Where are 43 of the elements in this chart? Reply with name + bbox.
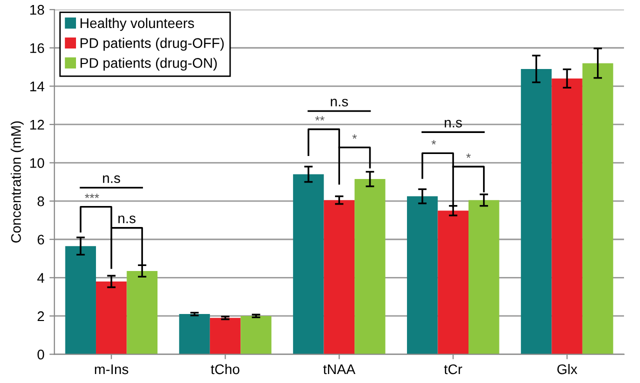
annotation: n.s [118,216,136,224]
annotation: * [466,153,471,158]
y-tick-label: 12 [30,120,44,130]
y-tick-label: 0 [37,350,44,360]
bar [126,270,158,354]
bar [582,63,614,354]
x-tick-label: tCr [444,364,462,374]
bar [210,318,241,354]
y-tick-label: 2 [38,311,44,322]
bar [179,314,210,354]
annotation: n.s [444,120,462,128]
y-tick-label: 6 [38,234,44,245]
x-tick-label: tCho [210,364,240,374]
y-tick-label: 10 [30,158,44,168]
y-tick-label: 16 [30,43,44,54]
legend-label: PD patients (drug-ON) [80,58,217,71]
bar [354,179,386,354]
bar [468,200,500,354]
y-tick-label: 14 [30,82,44,92]
legend-label: PD patients (drug-OFF) [80,38,224,51]
bar [438,210,468,354]
x-tick-label: tNAA [323,364,356,374]
y-axis-title: Concentration (mM) [10,121,24,243]
bar [324,200,355,354]
bar [520,68,552,354]
annotation: * [352,134,357,139]
annotation: n.s [330,98,348,106]
bar [552,78,582,354]
bar [96,282,127,354]
bar [293,174,324,354]
x-tick-label: Glx [557,364,578,374]
bar [406,196,438,354]
y-tick-label: 8 [38,196,44,206]
annotation: *** [84,194,100,198]
legend-label: Healthy volunteers [80,18,194,31]
bar [240,316,272,354]
annotation: * [432,140,436,144]
annotation: n.s [103,175,120,184]
x-tick-label: m-Ins [94,364,128,374]
y-tick-label: 4 [37,273,44,283]
bar [65,246,96,354]
y-tick-label: 18 [30,4,44,15]
annotation: ** [315,116,325,121]
